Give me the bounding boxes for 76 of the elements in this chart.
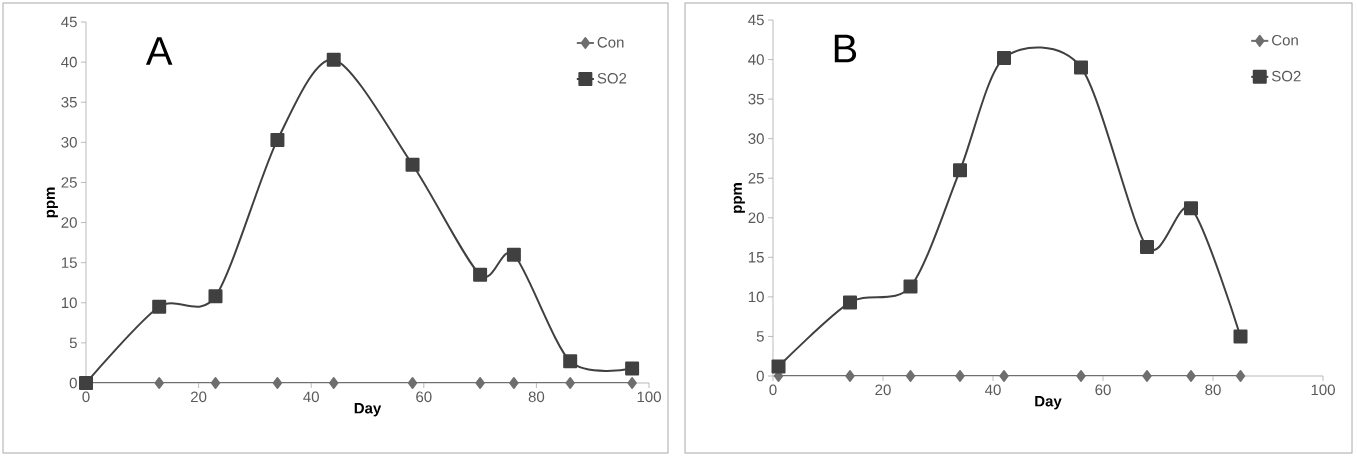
y-tick-label: 5: [756, 331, 764, 342]
y-axis-title: ppm: [46, 187, 58, 218]
point: [328, 377, 339, 389]
x-tick-label: 0: [769, 384, 777, 396]
point: [625, 361, 640, 376]
y-tick-label: 25: [748, 172, 764, 184]
x-tick-label: 60: [1095, 384, 1111, 396]
y-tick-label: 40: [61, 56, 77, 68]
legend-label: SO2: [597, 73, 627, 84]
x-tick-label: 40: [303, 391, 319, 403]
y-axis-title: ppm: [733, 183, 745, 213]
point: [210, 377, 221, 389]
point: [208, 289, 223, 304]
point: [955, 370, 965, 382]
y-tick-label: 10: [748, 291, 764, 303]
y-tick-label: 25: [61, 177, 77, 188]
point: [270, 132, 285, 147]
point: [627, 377, 637, 389]
point: [1233, 329, 1248, 344]
x-tick-label: 60: [416, 391, 432, 403]
point: [1074, 60, 1089, 75]
point: [1142, 370, 1152, 382]
point: [843, 295, 858, 310]
point: [1184, 201, 1199, 216]
point: [845, 370, 855, 382]
y-tick-label: 5: [69, 337, 77, 349]
point: [997, 50, 1012, 65]
point: [563, 354, 578, 369]
y-tick-label: 35: [61, 96, 77, 108]
x-tick-label: 100: [1311, 384, 1335, 396]
y-tick-label: 45: [61, 16, 77, 28]
point: [1076, 370, 1086, 382]
point: [407, 377, 418, 389]
legend-label: SO2: [1271, 70, 1301, 82]
y-tick-label: 20: [748, 212, 764, 224]
point: [473, 267, 488, 282]
point: [565, 377, 575, 389]
x-tick-label: 40: [985, 384, 1001, 396]
annotation: B: [834, 34, 857, 63]
point: [152, 299, 167, 314]
annotation: A: [145, 37, 173, 65]
point: [953, 163, 968, 178]
x-tick-label: 20: [191, 391, 207, 403]
x-axis-title: Day: [354, 403, 382, 417]
x-tick-label: 0: [82, 391, 90, 403]
y-tick-label: 0: [756, 370, 764, 382]
point: [905, 370, 916, 382]
x-tick-label: 80: [1205, 384, 1221, 396]
point: [903, 279, 918, 294]
x-axis-title: Day: [1035, 396, 1062, 410]
point: [154, 377, 164, 389]
y-tick-label: 35: [748, 93, 764, 105]
x-tick-label: 100: [637, 391, 661, 403]
y-tick-label: 20: [61, 217, 77, 228]
point: [405, 157, 420, 172]
y-tick-label: 45: [748, 14, 764, 26]
point: [1140, 240, 1155, 255]
legend-label: Con: [597, 37, 624, 48]
point: [999, 370, 1009, 382]
x-tick-label: 20: [875, 384, 891, 396]
point: [509, 377, 519, 389]
y-tick-label: 15: [61, 257, 77, 268]
y-tick-label: 15: [748, 252, 764, 263]
x-tick-label: 80: [528, 391, 545, 403]
legend-label: Con: [1272, 34, 1298, 46]
point: [1235, 370, 1246, 382]
point: [272, 377, 283, 389]
point: [475, 377, 485, 389]
point: [1186, 370, 1196, 382]
point: [506, 247, 521, 262]
y-tick-label: 40: [748, 54, 764, 65]
y-tick-label: 30: [61, 137, 77, 148]
y-tick-label: 10: [61, 297, 77, 309]
point: [771, 359, 786, 374]
point: [326, 52, 341, 67]
y-tick-label: 30: [748, 133, 764, 144]
